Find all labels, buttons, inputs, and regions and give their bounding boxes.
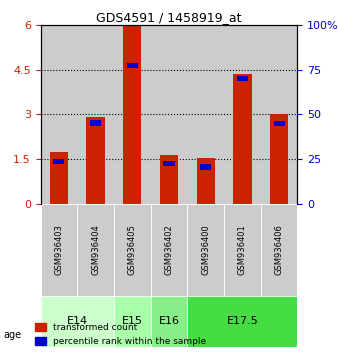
- Text: GSM936400: GSM936400: [201, 224, 210, 275]
- Text: GSM936405: GSM936405: [128, 224, 137, 275]
- Bar: [196, 158, 215, 204]
- FancyBboxPatch shape: [261, 204, 297, 296]
- Text: GSM936402: GSM936402: [165, 224, 173, 275]
- Bar: [160, 155, 178, 204]
- Text: E16: E16: [159, 316, 179, 326]
- FancyBboxPatch shape: [224, 204, 261, 296]
- Bar: [261, 25, 297, 204]
- Bar: [127, 63, 138, 68]
- FancyBboxPatch shape: [77, 204, 114, 296]
- FancyBboxPatch shape: [41, 296, 114, 347]
- Bar: [151, 25, 187, 204]
- Bar: [233, 74, 251, 204]
- Title: GDS4591 / 1458919_at: GDS4591 / 1458919_at: [96, 11, 242, 24]
- Bar: [90, 120, 101, 126]
- Bar: [200, 164, 211, 170]
- FancyBboxPatch shape: [187, 296, 297, 347]
- Text: E15: E15: [122, 316, 143, 326]
- Bar: [270, 114, 288, 204]
- Bar: [77, 25, 114, 204]
- Bar: [87, 117, 105, 204]
- Text: GSM936406: GSM936406: [274, 224, 284, 275]
- FancyBboxPatch shape: [151, 296, 187, 347]
- Text: GSM936403: GSM936403: [54, 224, 64, 275]
- FancyBboxPatch shape: [187, 204, 224, 296]
- Bar: [123, 25, 142, 204]
- Bar: [273, 121, 285, 126]
- Bar: [50, 153, 68, 204]
- Bar: [114, 25, 151, 204]
- FancyBboxPatch shape: [151, 204, 187, 296]
- Bar: [164, 161, 174, 166]
- Text: GSM936401: GSM936401: [238, 224, 247, 275]
- FancyBboxPatch shape: [114, 204, 151, 296]
- FancyBboxPatch shape: [41, 204, 77, 296]
- Text: GSM936404: GSM936404: [91, 224, 100, 275]
- Bar: [224, 25, 261, 204]
- Bar: [237, 76, 248, 81]
- FancyBboxPatch shape: [114, 296, 151, 347]
- Bar: [53, 159, 65, 164]
- Text: E17.5: E17.5: [226, 316, 258, 326]
- Legend: transformed count, percentile rank within the sample: transformed count, percentile rank withi…: [31, 320, 210, 349]
- Text: E14: E14: [67, 316, 88, 326]
- Text: age: age: [3, 330, 22, 339]
- Bar: [41, 25, 77, 204]
- Bar: [187, 25, 224, 204]
